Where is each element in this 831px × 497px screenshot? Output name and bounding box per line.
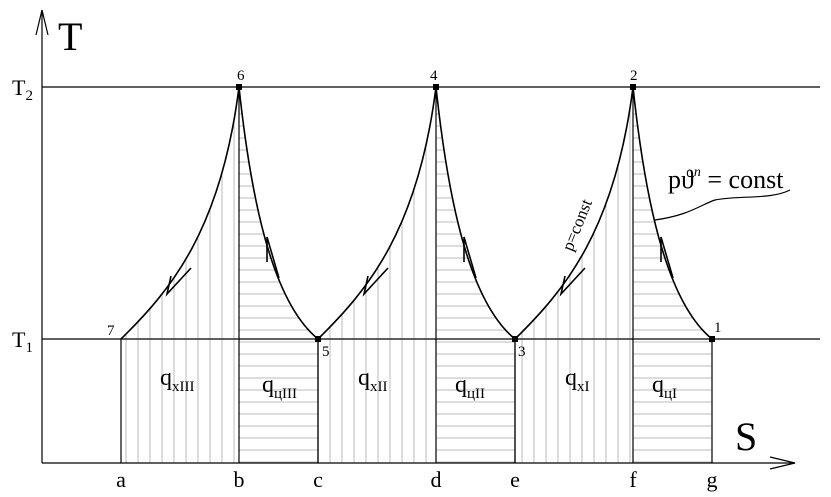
level-label: T2	[12, 75, 33, 104]
point-label: 3	[518, 344, 526, 360]
point-label: 6	[237, 68, 245, 84]
heat-subscript: цI	[664, 386, 677, 402]
polytrope-label: pϑn = const	[668, 165, 784, 194]
point-label: 1	[714, 320, 722, 336]
t-axis-label: T	[58, 14, 82, 59]
isobar-curve	[514, 86, 634, 340]
station-label: f	[629, 467, 637, 492]
heat-symbol: q	[358, 365, 370, 391]
heat-label: qхI	[565, 365, 590, 395]
state-point	[709, 336, 715, 342]
state-point	[433, 84, 439, 90]
expansion-area	[633, 87, 712, 463]
station-label: a	[116, 467, 126, 492]
point-label: 2	[630, 68, 638, 84]
compression-area	[121, 87, 239, 463]
station-label: g	[707, 467, 718, 492]
state-point	[630, 84, 636, 90]
heat-subscript: цIII	[274, 386, 297, 402]
isobar-curve	[317, 86, 437, 340]
station-label: e	[510, 467, 520, 492]
compression-area	[318, 87, 436, 463]
s-axis-label: S	[735, 414, 757, 459]
direction-arrow	[266, 236, 280, 279]
polytrope-curve	[238, 86, 319, 340]
point-label: 5	[322, 344, 330, 360]
polytrope-curve	[435, 86, 516, 340]
level-symbol: T	[12, 327, 26, 352]
s-axis-arrow	[769, 456, 796, 470]
heat-subscript: цII	[467, 386, 485, 402]
point-label: 4	[430, 68, 438, 84]
heat-label: qцI	[652, 372, 677, 402]
station-label: b	[234, 467, 245, 492]
state-point	[236, 84, 242, 90]
heat-label: qхIII	[160, 365, 195, 395]
heat-symbol: q	[652, 372, 664, 398]
heat-label: qцIII	[262, 372, 297, 402]
level-subscript: 1	[25, 340, 33, 356]
level-subscript: 2	[25, 88, 33, 104]
level-label: T1	[12, 327, 33, 356]
polytrope-base: pϑ	[668, 165, 694, 194]
heat-subscript: хII	[370, 379, 388, 395]
expansion-area	[436, 87, 515, 463]
heat-label: qхII	[358, 365, 388, 395]
direction-arrow	[165, 267, 192, 297]
heat-symbol: q	[455, 372, 467, 398]
heat-subscript: хIII	[172, 379, 195, 395]
heat-symbol: q	[565, 365, 577, 391]
station-label: d	[431, 467, 442, 492]
expansion-area	[239, 87, 318, 463]
heat-symbol: q	[262, 372, 274, 398]
heat-label: qцII	[455, 372, 485, 402]
direction-arrow	[559, 267, 586, 297]
point-label: 7	[107, 323, 115, 339]
polytrope-curve	[632, 86, 713, 340]
heat-symbol: q	[160, 365, 172, 391]
direction-arrow	[463, 236, 477, 279]
t-axis-arrow	[35, 9, 49, 36]
compression-area	[515, 87, 633, 463]
isobar-curve	[120, 86, 240, 340]
polytrope-rhs: = const	[701, 165, 784, 194]
station-label: c	[313, 467, 323, 492]
heat-subscript: хI	[577, 379, 590, 395]
direction-arrow	[660, 236, 674, 279]
direction-arrow	[362, 267, 389, 297]
polytrope-exponent: n	[694, 165, 701, 180]
hatched-areas	[121, 87, 712, 463]
level-symbol: T	[12, 75, 26, 100]
leader-line	[654, 189, 791, 221]
